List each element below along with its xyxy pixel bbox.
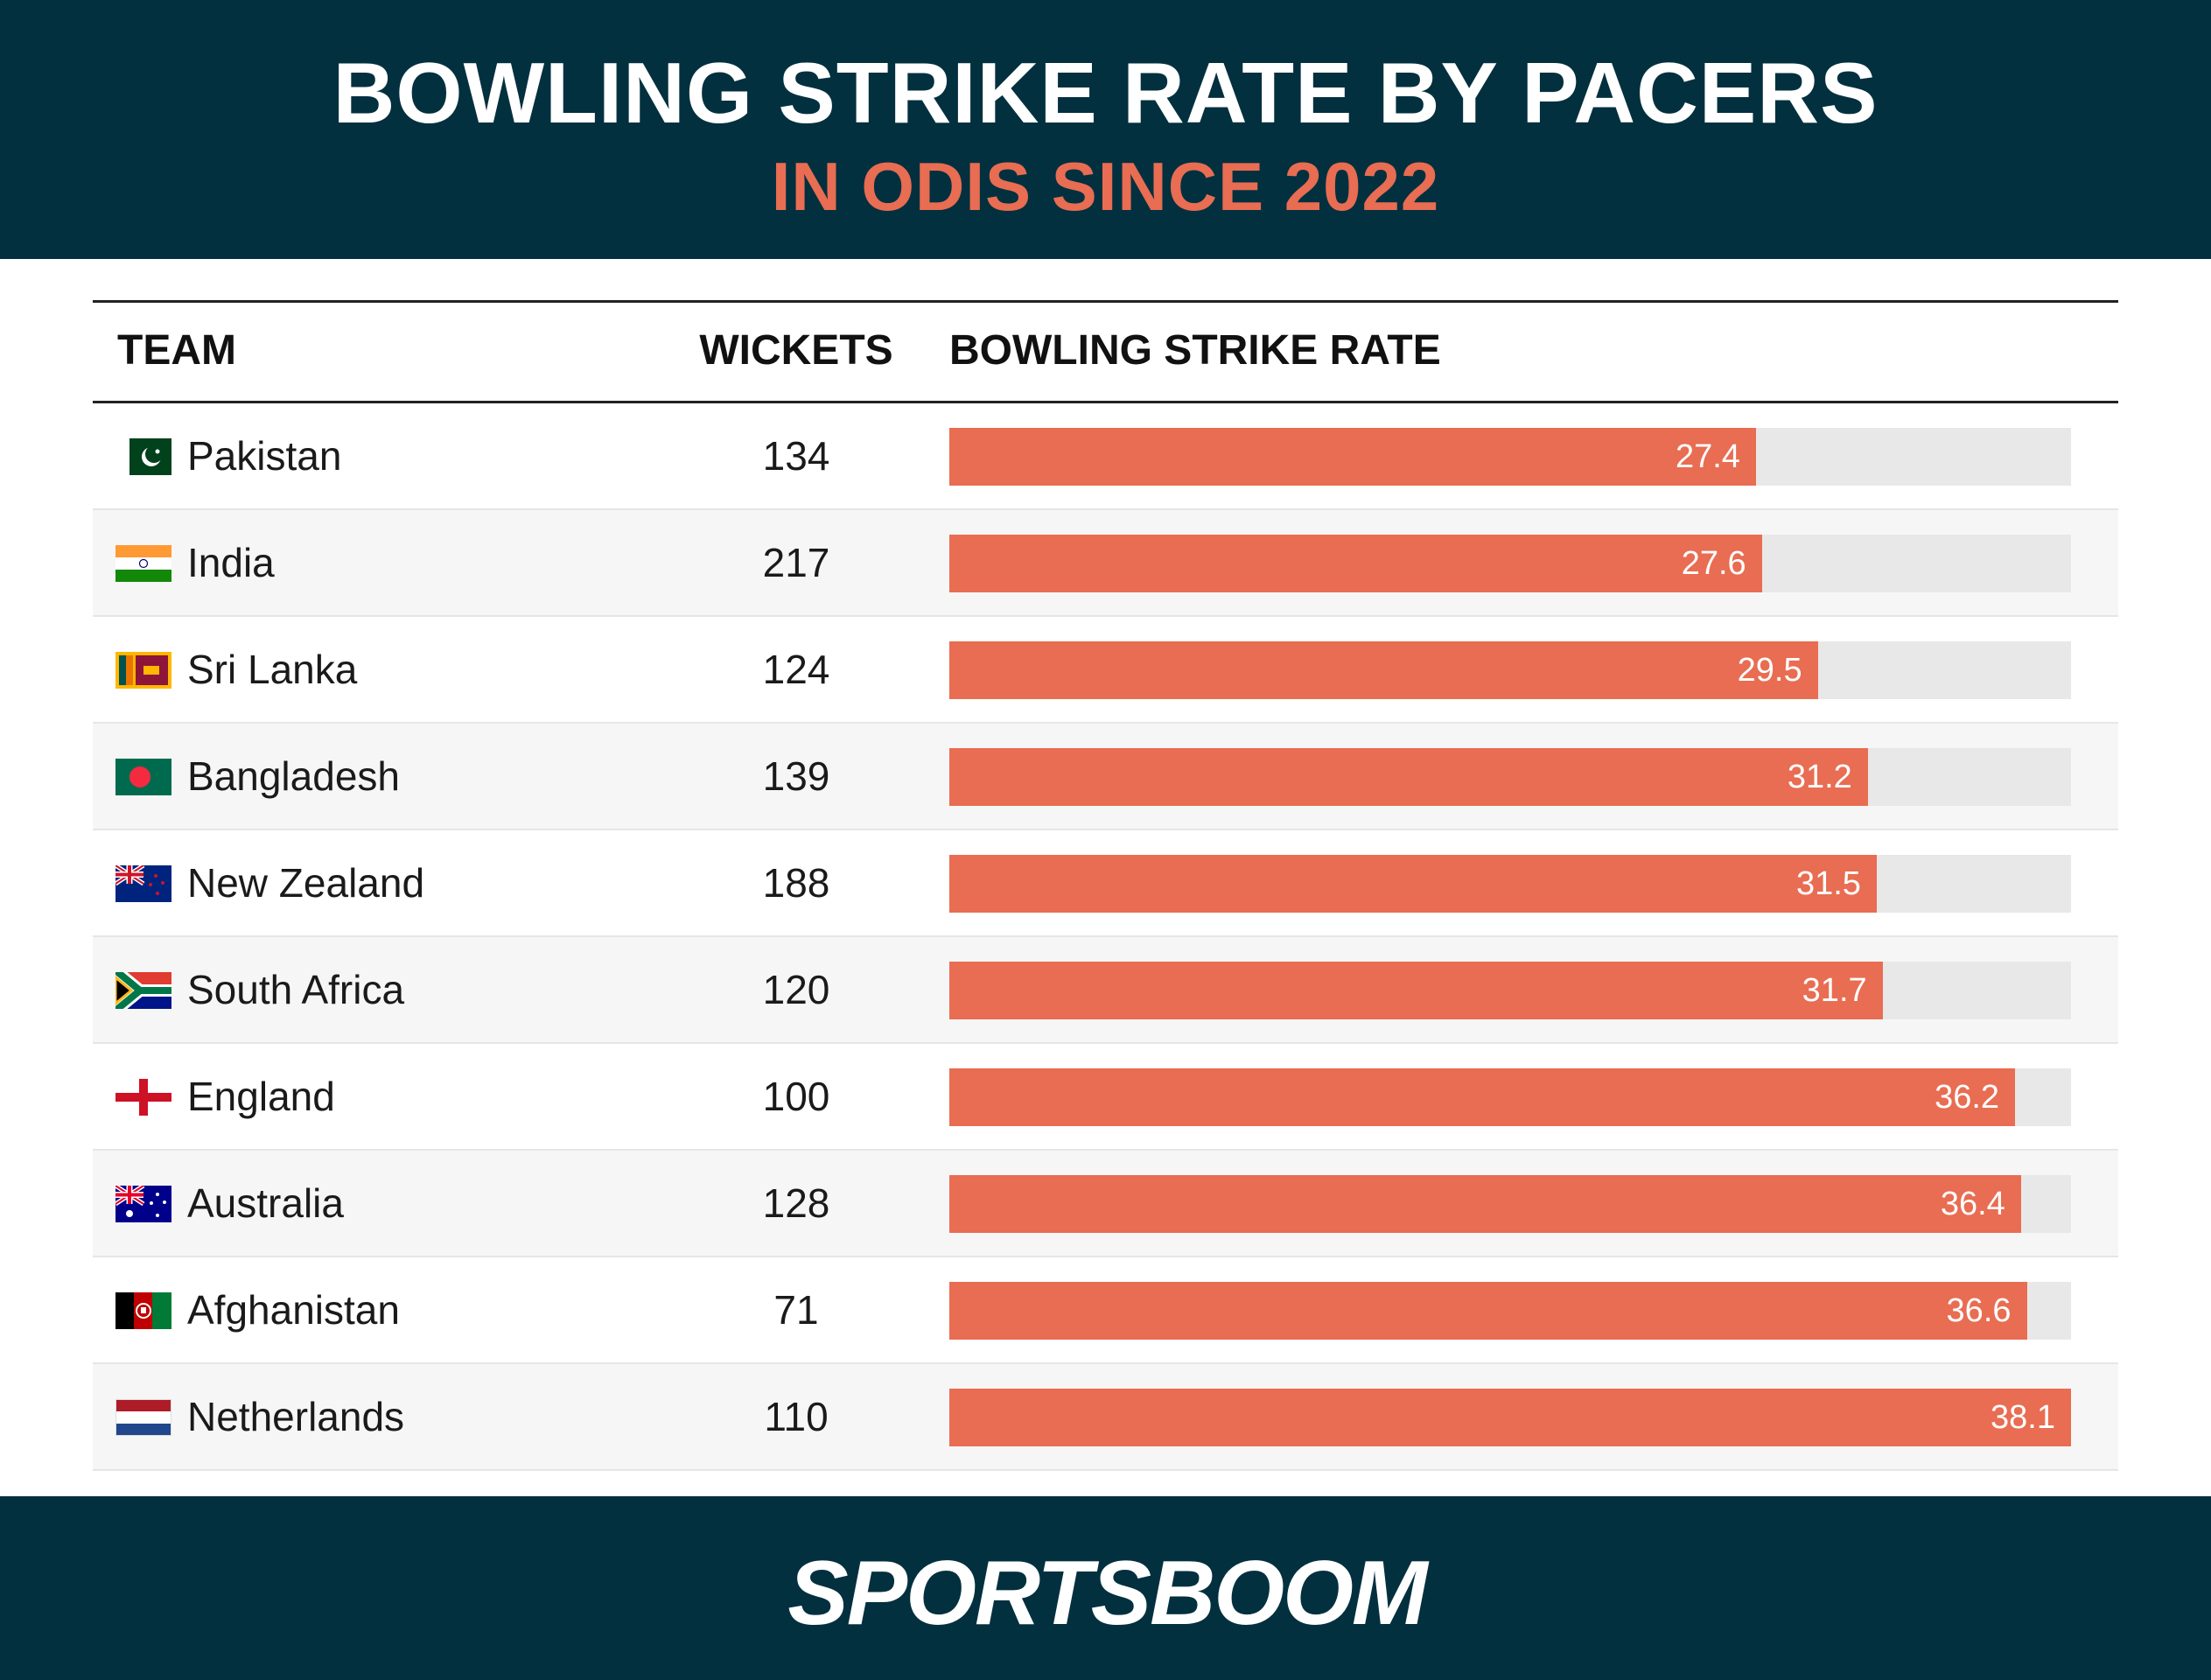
strike-rate-bar: 27.6 [949, 535, 1762, 592]
wickets-value: 128 [762, 1180, 830, 1226]
team-name: Australia [187, 1180, 344, 1226]
table-row: New Zealand 188 31.5 [93, 830, 2118, 937]
team-name: Pakistan [187, 433, 342, 479]
bar-track: 27.6 [949, 535, 2071, 592]
team-name: Afghanistan [187, 1287, 400, 1333]
bar-track: 29.5 [949, 641, 2071, 699]
new-zealand-flag-icon [115, 865, 171, 902]
column-header-team: TEAM [117, 327, 236, 374]
wickets-value: 217 [762, 540, 830, 585]
south-africa-flag-icon [115, 972, 171, 1009]
bar-track: 36.6 [949, 1282, 2071, 1340]
strike-rate-bar: 29.5 [949, 641, 1818, 699]
strike-rate-bar: 31.2 [949, 748, 1868, 806]
wickets-value: 71 [773, 1287, 819, 1333]
footer: SPORTSBOOM [0, 1496, 2211, 1680]
bangladesh-flag-icon [115, 759, 171, 795]
wickets-value: 120 [762, 967, 830, 1012]
wickets-value: 134 [762, 433, 830, 479]
india-flag-icon [115, 545, 171, 582]
sportsboom-logo: SPORTSBOOM [787, 1549, 1431, 1636]
strike-rate-label: 31.5 [1795, 865, 1861, 902]
table-header-rule [93, 401, 2118, 403]
afghanistan-flag-icon [115, 1292, 171, 1329]
strike-rate-label: 29.5 [1737, 652, 1802, 689]
team-name: India [187, 540, 275, 585]
england-flag-icon [115, 1079, 171, 1116]
team-name: Bangladesh [187, 753, 400, 799]
bar-track: 31.2 [949, 748, 2071, 806]
bar-track: 27.4 [949, 428, 2071, 486]
strike-rate-bar: 36.2 [949, 1068, 2016, 1126]
strike-rate-bar: 36.4 [949, 1175, 2021, 1233]
strike-rate-label: 36.2 [1935, 1079, 2000, 1116]
strike-rate-bar: 27.4 [949, 428, 1756, 486]
strike-rate-table: TEAM WICKETS BOWLING STRIKE RATE Pakista… [93, 300, 2118, 1471]
strike-rate-label: 31.2 [1787, 759, 1852, 795]
page-subtitle: IN ODIS SINCE 2022 [771, 148, 1440, 225]
table-row: Afghanistan 71 36.6 [93, 1257, 2118, 1364]
strike-rate-label: 31.7 [1802, 972, 1867, 1009]
strike-rate-label: 38.1 [1991, 1399, 2055, 1436]
table-row: Pakistan 134 27.4 [93, 403, 2118, 510]
strike-rate-bar: 36.6 [949, 1282, 2027, 1340]
team-name: Sri Lanka [187, 647, 358, 692]
strike-rate-label: 27.6 [1681, 545, 1746, 582]
table-row: Bangladesh 139 31.2 [93, 724, 2118, 830]
table-top-rule [93, 300, 2118, 303]
strike-rate-bar: 38.1 [949, 1389, 2071, 1446]
wickets-value: 110 [764, 1394, 829, 1439]
team-name: South Africa [187, 967, 405, 1012]
header: BOWLING STRIKE RATE BY PACERS IN ODIS SI… [0, 0, 2211, 259]
australia-flag-icon [115, 1186, 171, 1222]
bar-track: 36.2 [949, 1068, 2071, 1126]
strike-rate-label: 27.4 [1675, 438, 1740, 475]
bar-track: 38.1 [949, 1389, 2071, 1446]
table-row: South Africa 120 31.7 [93, 937, 2118, 1044]
table-row: Australia 128 36.4 [93, 1151, 2118, 1257]
bar-track: 36.4 [949, 1175, 2071, 1233]
team-name: England [187, 1074, 335, 1119]
wickets-value: 100 [762, 1074, 830, 1119]
table-row: Netherlands 110 38.1 [93, 1364, 2118, 1471]
bar-track: 31.7 [949, 962, 2071, 1019]
sri-lanka-flag-icon [115, 652, 171, 689]
strike-rate-label: 36.4 [1940, 1186, 2005, 1222]
logo-text: SPORTSBOOM [787, 1549, 1430, 1636]
table-row: Sri Lanka 124 29.5 [93, 617, 2118, 724]
wickets-value: 124 [762, 647, 830, 692]
netherlands-flag-icon [115, 1399, 171, 1436]
page-title: BOWLING STRIKE RATE BY PACERS [332, 45, 1879, 141]
wickets-value: 139 [762, 753, 830, 799]
table-row: India 217 27.6 [93, 510, 2118, 617]
column-header-strike-rate: BOWLING STRIKE RATE [949, 327, 1441, 374]
wickets-value: 188 [762, 860, 830, 906]
pakistan-flag-icon [115, 438, 171, 475]
column-header-wickets: WICKETS [699, 327, 893, 374]
bar-track: 31.5 [949, 855, 2071, 913]
team-name: Netherlands [187, 1394, 405, 1439]
strike-rate-label: 36.6 [1946, 1292, 2012, 1329]
strike-rate-bar: 31.5 [949, 855, 1877, 913]
strike-rate-bar: 31.7 [949, 962, 1883, 1019]
team-name: New Zealand [187, 860, 425, 906]
table-row: England 100 36.2 [93, 1044, 2118, 1151]
